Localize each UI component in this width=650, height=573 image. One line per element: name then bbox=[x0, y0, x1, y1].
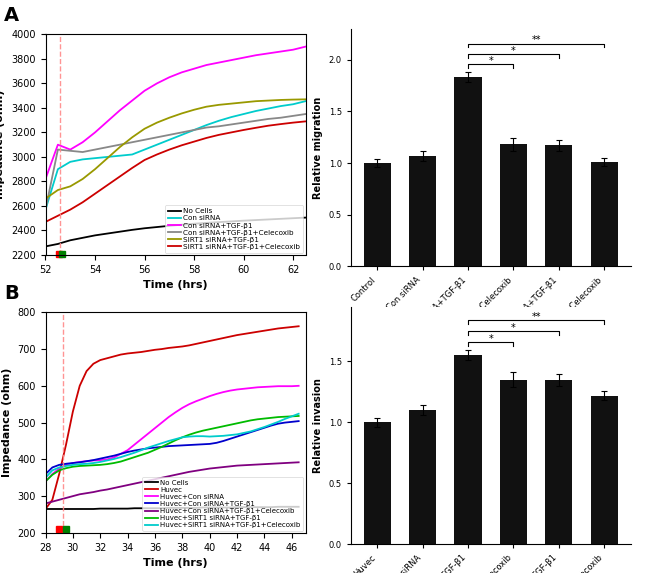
Text: **: ** bbox=[531, 312, 541, 322]
Y-axis label: Impedance (ohm): Impedance (ohm) bbox=[2, 368, 12, 477]
Bar bbox=[409, 410, 436, 544]
Text: A: A bbox=[4, 6, 19, 25]
Bar bbox=[364, 163, 391, 266]
Legend: No Cells, Huvec, Huvec+Con siRNA, Huvec+Con siRNA+TGF-β1, Huvec+Con siRNA+TGF-β1: No Cells, Huvec, Huvec+Con siRNA, Huvec+… bbox=[142, 477, 304, 531]
Bar bbox=[500, 144, 527, 266]
Text: *: * bbox=[488, 56, 493, 66]
X-axis label: Time (hrs): Time (hrs) bbox=[143, 280, 208, 291]
Bar bbox=[409, 156, 436, 266]
Bar bbox=[591, 395, 618, 544]
Text: *: * bbox=[511, 323, 516, 333]
Bar bbox=[364, 422, 391, 544]
Bar bbox=[545, 380, 573, 544]
Bar bbox=[500, 380, 527, 544]
Bar bbox=[454, 355, 482, 544]
Y-axis label: Relative migration: Relative migration bbox=[313, 96, 323, 199]
Bar bbox=[545, 146, 573, 266]
Y-axis label: Relative invasion: Relative invasion bbox=[313, 378, 323, 473]
Text: B: B bbox=[4, 284, 19, 303]
Text: **: ** bbox=[531, 36, 541, 45]
Bar bbox=[591, 162, 618, 266]
Y-axis label: Impedance (ohm): Impedance (ohm) bbox=[0, 90, 5, 199]
Text: *: * bbox=[511, 46, 516, 56]
Bar bbox=[454, 77, 482, 266]
Text: *: * bbox=[488, 334, 493, 344]
Legend: No Cells, Con siRNA, Con siRNA+TGF-β1, Con siRNA+TGF-β1+Celecoxib, SIRT1 siRNA+T: No Cells, Con siRNA, Con siRNA+TGF-β1, C… bbox=[164, 205, 304, 253]
X-axis label: Time (hrs): Time (hrs) bbox=[143, 558, 208, 568]
